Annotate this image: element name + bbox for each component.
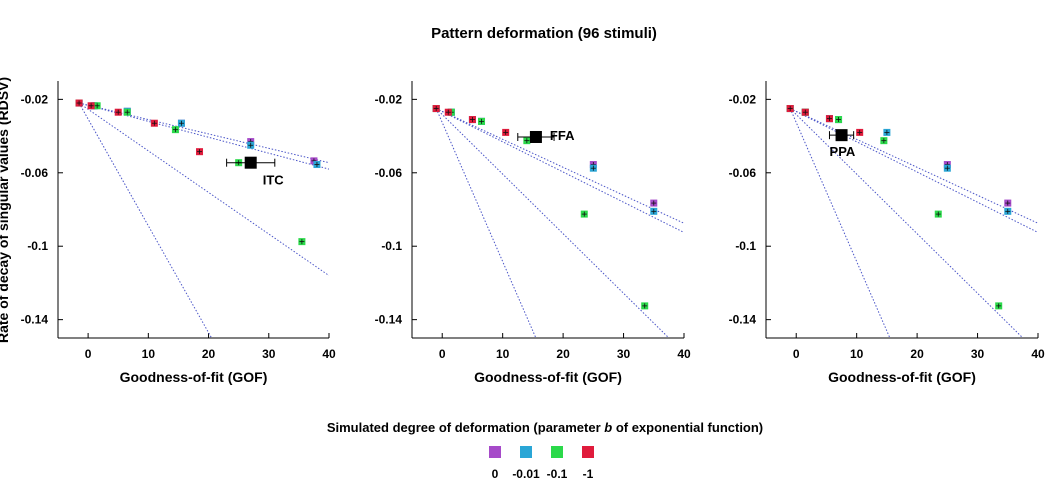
observed-marker-ffa xyxy=(529,130,542,143)
x-axis-label: Goodness-of-fit (GOF) xyxy=(474,369,622,385)
observed-marker-ppa xyxy=(835,129,848,142)
region-label-itc: ITC xyxy=(263,173,285,188)
region-label-ffa: FFA xyxy=(550,128,575,143)
fit-line xyxy=(435,108,537,338)
panel-ppa: -0.02 -0.06 -0.1 -0.14 0 10 20 30 40 Goodness-of-… xyxy=(729,81,1045,385)
fit-line xyxy=(789,108,891,338)
x-tick-label: 20 xyxy=(202,347,216,361)
y-tick-label: -0.1 xyxy=(381,239,402,253)
legend-label: -0.01 xyxy=(512,467,540,481)
y-tick-label: -0.14 xyxy=(375,313,403,327)
y-tick-label: -0.02 xyxy=(729,92,757,106)
x-tick-label: 0 xyxy=(439,347,446,361)
panel-itc: -0.02 -0.06 -0.1 -0.14 0 10 20 30 40 Goodness-of-… xyxy=(21,81,336,385)
y-tick-label: -0.06 xyxy=(21,166,49,180)
y-tick-label: -0.14 xyxy=(21,313,49,327)
x-tick-label: 0 xyxy=(85,347,92,361)
y-tick-label: -0.02 xyxy=(21,92,49,106)
fit-line xyxy=(789,108,1038,224)
legend-label: -1 xyxy=(583,467,594,481)
legend: 0 -0.01 -0.1 -1 xyxy=(489,446,594,481)
y-tick-label: -0.06 xyxy=(375,166,403,180)
x-tick-label: 10 xyxy=(496,347,510,361)
x-tick-label: 40 xyxy=(1031,347,1045,361)
legend-title: Simulated degree of deformation (paramet… xyxy=(327,420,763,435)
panel-ffa: -0.02 -0.06 -0.1 -0.14 0 10 20 30 40 Goodness-of-… xyxy=(375,81,691,385)
x-tick-label: 30 xyxy=(971,347,985,361)
y-tick-label: -0.02 xyxy=(375,92,403,106)
x-tick-label: 10 xyxy=(142,347,156,361)
x-tick-label: 10 xyxy=(850,347,864,361)
legend-label: 0 xyxy=(492,467,499,481)
legend-swatch xyxy=(582,446,594,458)
chart-title: Pattern deformation (96 stimuli) xyxy=(431,25,657,42)
fit-line xyxy=(78,102,213,338)
y-axis-label: Rate of decay of singular values (RDSV) xyxy=(0,77,11,343)
y-tick-label: -0.14 xyxy=(729,313,757,327)
x-tick-label: 30 xyxy=(617,347,631,361)
observed-marker-itc xyxy=(244,156,257,169)
x-tick-label: 20 xyxy=(910,347,924,361)
y-tick-label: -0.1 xyxy=(27,239,48,253)
fit-line xyxy=(435,108,684,224)
fit-line xyxy=(789,108,1024,338)
legend-swatch xyxy=(551,446,563,458)
fit-line xyxy=(789,108,1038,233)
x-tick-label: 40 xyxy=(322,347,336,361)
x-tick-label: 30 xyxy=(262,347,276,361)
legend-swatch xyxy=(520,446,532,458)
fit-line xyxy=(78,102,329,276)
y-tick-label: -0.1 xyxy=(735,239,756,253)
x-tick-label: 20 xyxy=(556,347,570,361)
x-tick-label: 0 xyxy=(793,347,800,361)
x-axis-label: Goodness-of-fit (GOF) xyxy=(120,369,268,385)
y-tick-label: -0.06 xyxy=(729,166,757,180)
x-axis-label: Goodness-of-fit (GOF) xyxy=(828,369,976,385)
region-label-ppa: PPA xyxy=(830,144,856,159)
legend-label: -0.1 xyxy=(547,467,568,481)
x-tick-label: 40 xyxy=(677,347,691,361)
legend-swatch xyxy=(489,446,501,458)
